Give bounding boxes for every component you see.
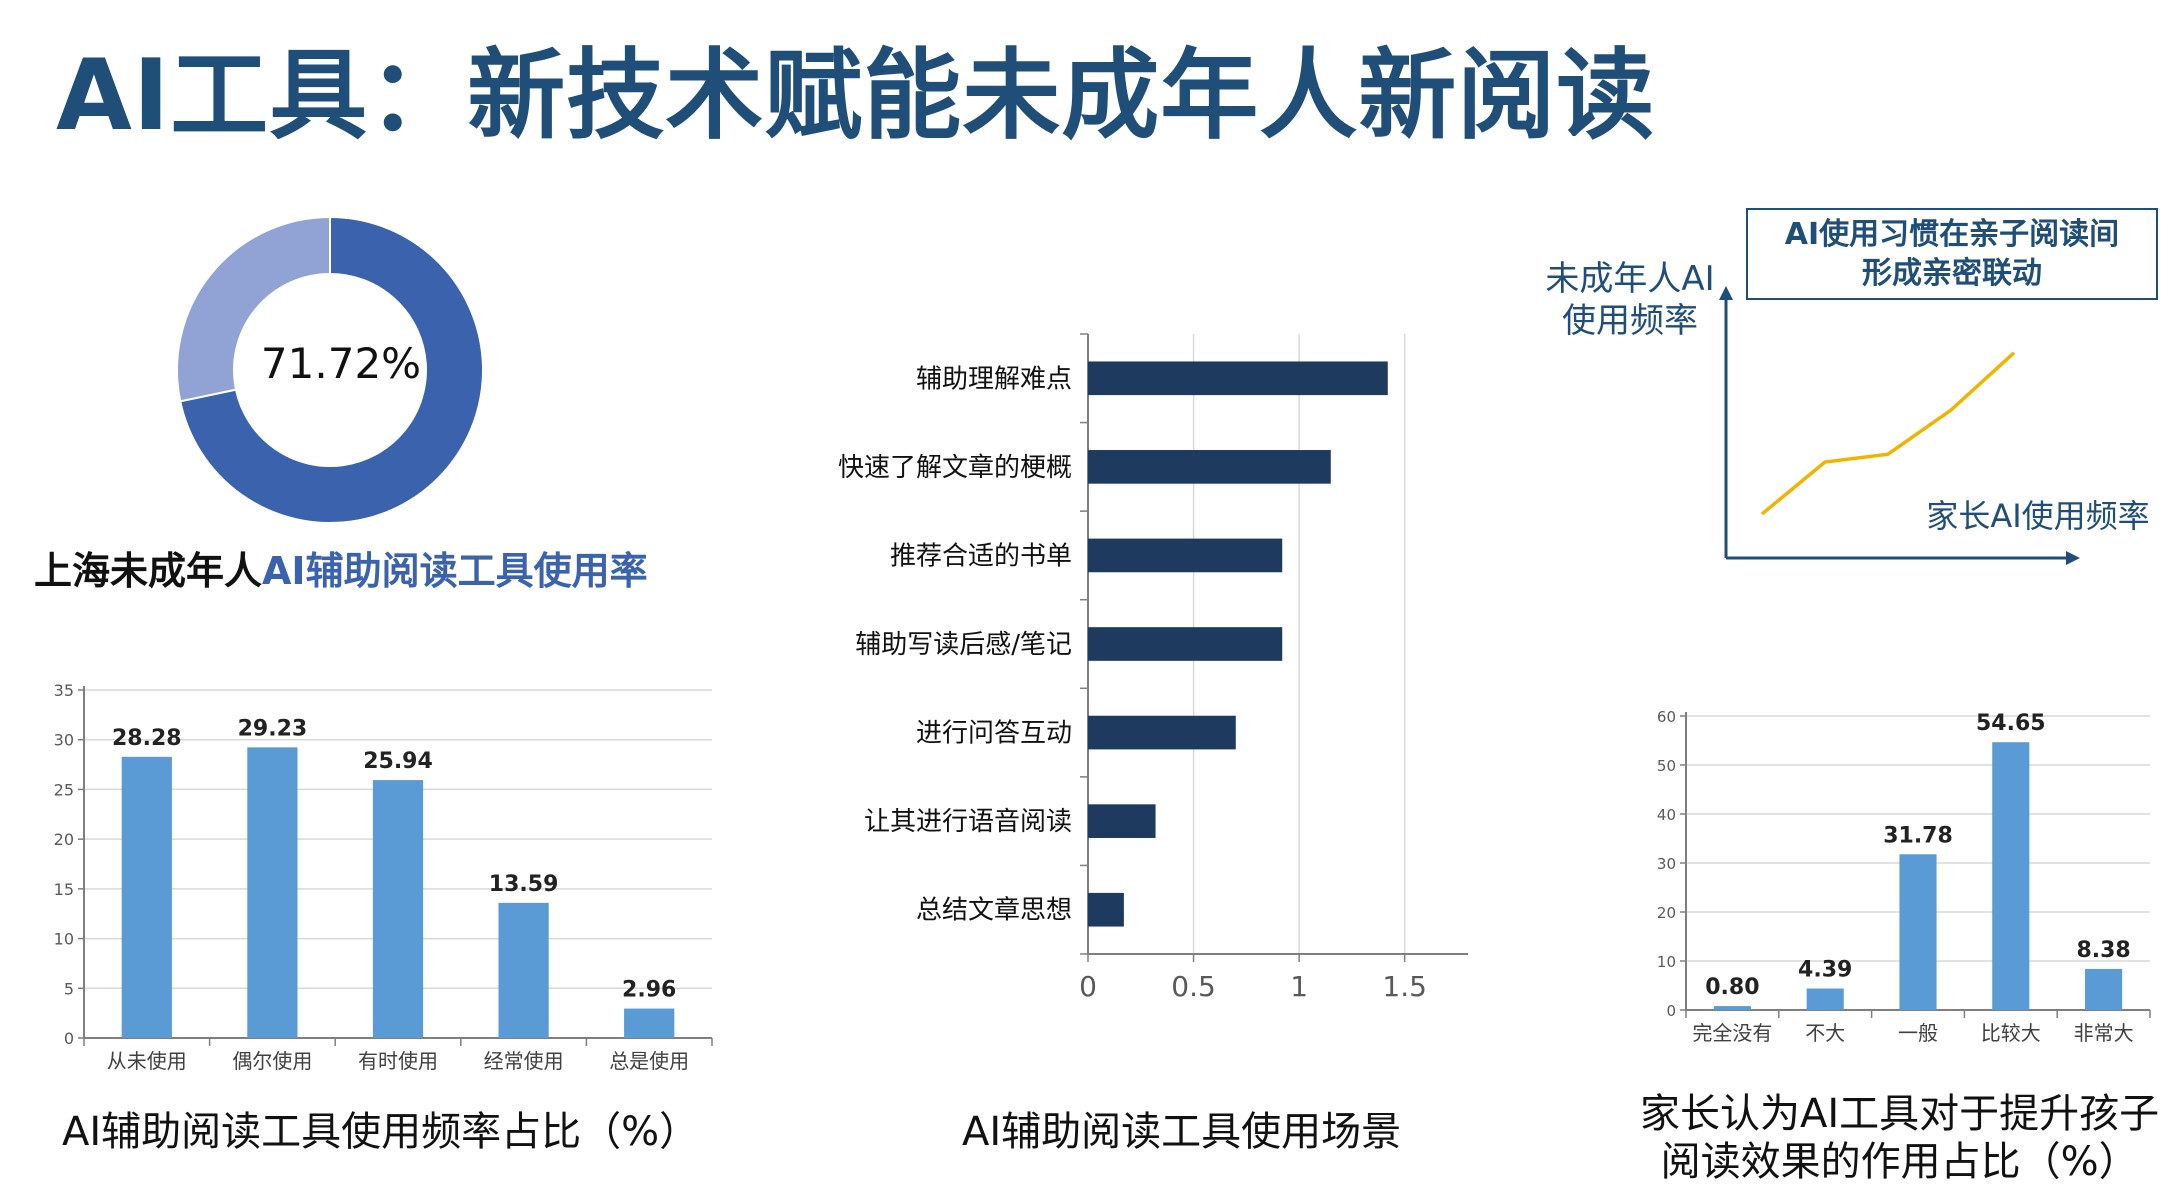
diagram-trend-line	[1760, 351, 2016, 516]
donut-center-label: 71.72%	[261, 339, 421, 388]
y-tick-label: 30	[1657, 855, 1676, 873]
y-tick-label: 10	[54, 930, 74, 949]
donut-slices	[176, 215, 484, 524]
parent-caption-line1: 家长认为AI工具对于提升孩子	[1640, 1091, 2160, 1137]
y-tick-label: 50	[1657, 757, 1676, 775]
scene-chart-caption: AI辅助阅读工具使用场景	[962, 1109, 1402, 1155]
donut-slice-2	[176, 215, 331, 403]
x-category-label: 完全没有	[1692, 1021, 1772, 1045]
bar	[1088, 450, 1331, 484]
y-tick-label: 25	[54, 780, 74, 799]
diagram-x-label: 家长AI使用频率	[1926, 497, 2149, 535]
y-category-label: 进行问答互动	[916, 719, 1072, 749]
page-title: AI工具：新技术赋能未成年人新阅读	[56, 39, 1656, 153]
x-category-label: 从未使用	[107, 1049, 187, 1073]
diagram-x-arrow	[2066, 551, 2080, 565]
bar-value-label: 0.80	[1705, 975, 1759, 1000]
frequency-chart-caption: AI辅助阅读工具使用频率占比（%）	[62, 1109, 700, 1155]
y-category-label: 推荐合适的书单	[890, 541, 1072, 571]
x-tick-label: 0.5	[1171, 970, 1216, 1003]
x-tick-label: 1	[1290, 970, 1308, 1003]
y-tick-label: 40	[1657, 806, 1676, 824]
bar	[372, 780, 424, 1038]
bar	[1088, 361, 1388, 396]
y-tick-label: 0	[1666, 1002, 1676, 1020]
bar	[2085, 968, 2123, 1010]
diagram-title-line2: 形成亲密联动	[1862, 256, 2042, 291]
y-tick-label: 60	[1657, 708, 1676, 726]
bar-value-label: 8.38	[2076, 938, 2130, 963]
y-tick-label: 20	[1657, 904, 1676, 922]
y-tick-label: 5	[64, 979, 74, 998]
bar-value-label: 54.65	[1976, 711, 2046, 736]
bar	[1088, 538, 1283, 573]
frequency-bar-chart: 0 5 10 15 20 25 30 35 28.28 从未使用 29.23 偶尔使用 25.94 有时使…	[54, 681, 713, 1073]
bar	[1088, 715, 1236, 750]
diagram-y-label-line2: 使用频率	[1562, 301, 1698, 341]
diagram-y-arrow	[1719, 286, 1733, 300]
donut-caption-blue: AI辅助阅读工具使用率	[262, 549, 648, 593]
bar	[1713, 1006, 1751, 1010]
x-tick-label: 1.5	[1382, 970, 1427, 1003]
x-category-label: 一般	[1898, 1021, 1938, 1045]
y-category-label: 辅助理解难点	[916, 364, 1072, 394]
diagram-y-label-line1: 未成年人AI	[1545, 259, 1714, 299]
scene-bar-chart: 0 0.5 1 1.5 辅助理解难点快速了解文章的梗概推荐合适的书单辅助写读后感/笔记进…	[838, 333, 1468, 1003]
y-tick-label: 35	[54, 681, 74, 700]
bar	[1806, 988, 1844, 1010]
y-tick-label: 30	[54, 731, 74, 750]
y-tick-label: 10	[1657, 953, 1676, 971]
donut-caption: 上海未成年人AI辅助阅读工具使用率	[34, 540, 648, 595]
x-category-label: 非常大	[2074, 1021, 2134, 1045]
bar-value-label: 31.78	[1883, 823, 1953, 848]
bar	[121, 756, 172, 1038]
bar-value-label: 29.23	[238, 716, 308, 741]
x-category-label: 经常使用	[484, 1049, 564, 1073]
bar	[498, 902, 549, 1038]
relationship-line-chart: 未成年人AI 使用频率 家长AI使用频率	[1545, 259, 2150, 565]
bar	[624, 1008, 675, 1038]
y-tick-label: 20	[54, 830, 74, 849]
parent-chart-caption: 家长认为AI工具对于提升孩子 阅读效果的作用占比（%）	[1640, 1090, 2159, 1186]
y-category-label: 让其进行语音阅读	[864, 807, 1072, 837]
x-category-label: 偶尔使用	[232, 1049, 312, 1073]
bar	[1992, 742, 2030, 1010]
bar	[1088, 892, 1124, 927]
bar-value-label: 28.28	[112, 726, 182, 751]
x-tick-label: 0	[1079, 970, 1097, 1003]
bar	[1088, 627, 1283, 661]
y-tick-label: 0	[64, 1029, 74, 1048]
bar-value-label: 4.39	[1798, 957, 1852, 982]
y-category-label: 总结文章思想	[916, 896, 1072, 926]
x-category-label: 有时使用	[358, 1049, 438, 1073]
donut-slice-1	[179, 215, 484, 524]
bar-value-label: 25.94	[363, 749, 433, 774]
bar	[247, 747, 298, 1038]
diagram-title-box: AI使用习惯在亲子阅读间 形成亲密联动	[1746, 208, 2158, 300]
bar	[1899, 854, 1937, 1010]
y-category-label: 快速了解文章的梗概	[838, 453, 1072, 483]
bar	[1088, 804, 1156, 838]
parent-opinion-bar-chart: 0 10 20 30 40 50 60 0.80 完全没有 4.39 不大 31.78 一般 54.65 比…	[1657, 708, 2151, 1045]
x-category-label: 总是使用	[609, 1049, 689, 1073]
parent-caption-line2: 阅读效果的作用占比（%）	[1660, 1139, 2139, 1185]
donut-chart: 71.72%	[176, 215, 484, 524]
donut-caption-dark: 上海未成年人	[34, 549, 263, 593]
diagram-title-line1: AI使用习惯在亲子阅读间	[1784, 217, 2120, 252]
x-category-label: 不大	[1805, 1021, 1845, 1045]
y-category-label: 辅助写读后感/笔记	[855, 630, 1072, 660]
bar-value-label: 2.96	[622, 978, 676, 1003]
y-tick-label: 15	[54, 880, 74, 899]
x-category-label: 比较大	[1981, 1021, 2041, 1045]
bar-value-label: 13.59	[489, 872, 559, 897]
